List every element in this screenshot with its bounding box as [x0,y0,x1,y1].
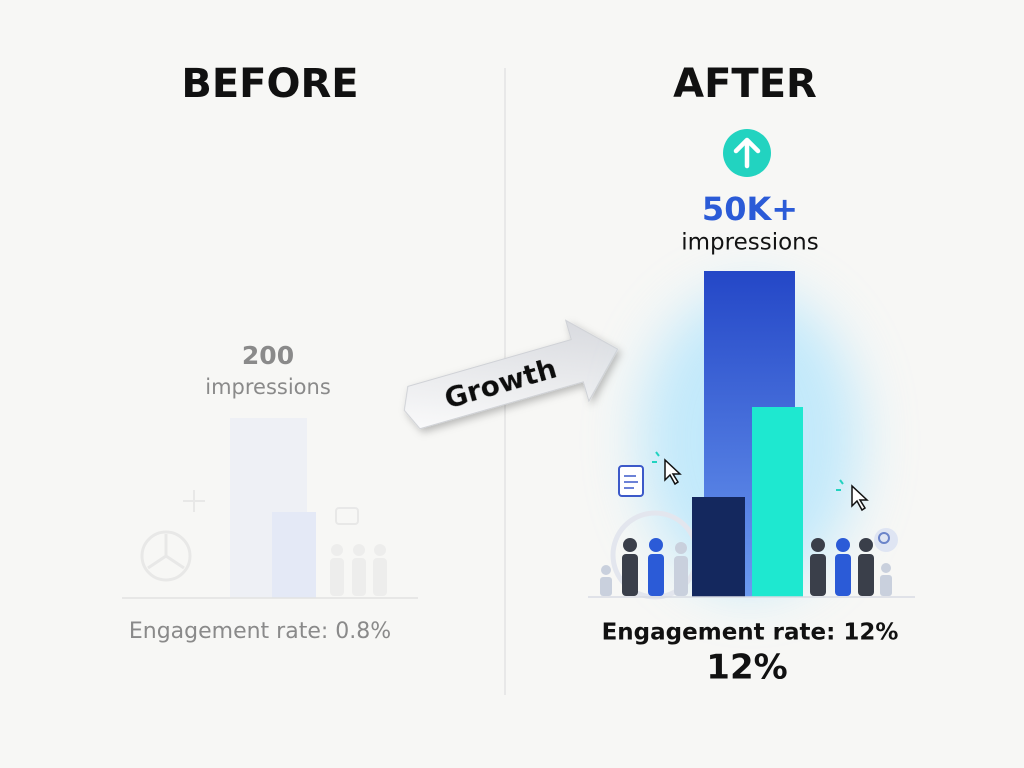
before-value: 200 [242,341,294,370]
before-unit: impressions [205,375,331,399]
after-bar-dark [692,497,745,597]
before-engagement: Engagement rate: 0.8% [129,619,391,644]
after-engagement: Engagement rate: 12% [602,620,899,646]
before-decor [140,490,387,596]
after-value: 50K+ [702,190,798,228]
after-decor [600,451,898,600]
after-bar-teal [752,407,803,597]
up-icon [723,129,771,177]
after-title: AFTER [673,61,817,107]
before-title: BEFORE [181,61,358,107]
after-highlight: 12% [706,648,787,688]
before-bar-small [272,512,316,598]
after-unit: impressions [681,230,818,256]
